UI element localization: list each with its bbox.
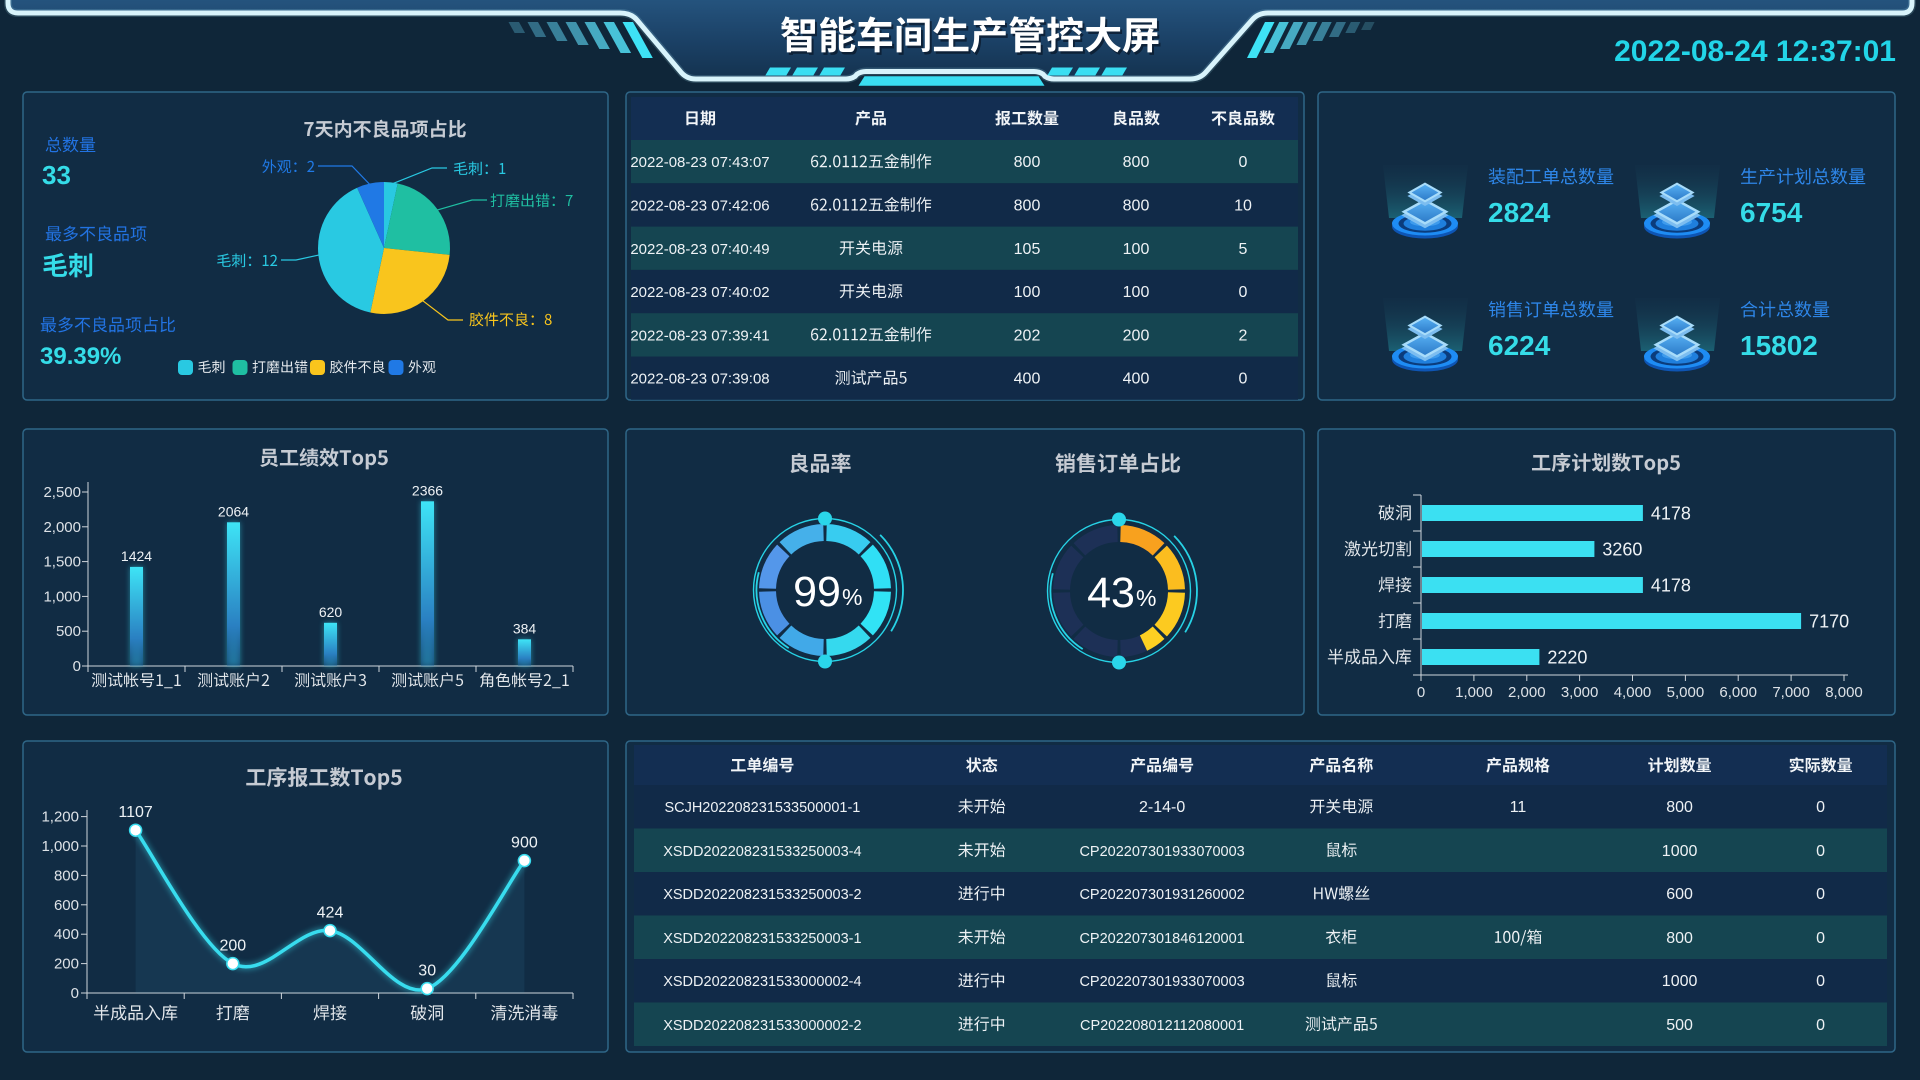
svg-text:XSDD202208231533250003-1: XSDD202208231533250003-1 — [663, 931, 861, 947]
svg-text:900: 900 — [511, 835, 538, 852]
svg-text:4178: 4178 — [1651, 504, 1691, 524]
svg-text:3260: 3260 — [1602, 540, 1642, 560]
svg-text:2220: 2220 — [1547, 648, 1587, 668]
svg-text:1,500: 1,500 — [43, 554, 81, 571]
svg-text:1424: 1424 — [121, 548, 152, 564]
svg-text:800: 800 — [54, 867, 79, 884]
svg-text:CP202207301846120001: CP202207301846120001 — [1079, 931, 1244, 947]
svg-text:0: 0 — [71, 985, 79, 1002]
svg-text:2022-08-23 07:39:41: 2022-08-23 07:39:41 — [630, 327, 769, 344]
svg-text:1000: 1000 — [1662, 973, 1698, 990]
svg-text:2,000: 2,000 — [43, 519, 81, 536]
svg-text:0: 0 — [1816, 886, 1825, 903]
svg-text:1,000: 1,000 — [1455, 684, 1493, 701]
svg-text:0: 0 — [1816, 973, 1825, 990]
svg-text:0: 0 — [1816, 930, 1825, 947]
svg-text:2: 2 — [1239, 327, 1248, 344]
svg-text:500: 500 — [56, 623, 81, 640]
svg-text:1,000: 1,000 — [41, 838, 79, 855]
svg-text:2022-08-24 12:37:01: 2022-08-24 12:37:01 — [1614, 35, 1896, 68]
svg-text:424: 424 — [317, 905, 344, 922]
svg-text:%: % — [1136, 585, 1156, 611]
svg-text:1,000: 1,000 — [43, 588, 81, 605]
svg-text:6754: 6754 — [1740, 197, 1803, 228]
svg-text:15802: 15802 — [1740, 330, 1818, 361]
svg-text:800: 800 — [1123, 198, 1150, 215]
svg-text:200: 200 — [1123, 327, 1150, 344]
svg-text:800: 800 — [1666, 930, 1693, 947]
svg-text:0: 0 — [1239, 284, 1248, 301]
svg-text:39.39%: 39.39% — [40, 343, 121, 370]
svg-text:8,000: 8,000 — [1825, 684, 1863, 701]
svg-text:800: 800 — [1014, 154, 1041, 171]
svg-text:100: 100 — [1014, 284, 1041, 301]
svg-text:2022-08-23 07:43:07: 2022-08-23 07:43:07 — [630, 154, 769, 171]
svg-text:5: 5 — [1239, 241, 1248, 258]
svg-text:6,000: 6,000 — [1719, 684, 1757, 701]
svg-text:3,000: 3,000 — [1561, 684, 1599, 701]
svg-text:600: 600 — [54, 897, 79, 914]
svg-text:1107: 1107 — [118, 804, 153, 821]
svg-text:0: 0 — [1816, 1017, 1825, 1034]
svg-text:800: 800 — [1666, 799, 1693, 816]
svg-text:XSDD202208231533250003-4: XSDD202208231533250003-4 — [663, 844, 861, 860]
svg-text:200: 200 — [54, 956, 79, 973]
svg-text:4,000: 4,000 — [1614, 684, 1652, 701]
svg-text:400: 400 — [1014, 371, 1041, 388]
svg-text:5,000: 5,000 — [1667, 684, 1705, 701]
svg-text:6224: 6224 — [1488, 330, 1551, 361]
svg-text:0: 0 — [1816, 799, 1825, 816]
svg-text:2824: 2824 — [1488, 197, 1551, 228]
svg-text:2,500: 2,500 — [43, 484, 81, 501]
svg-text:2022-08-23 07:40:49: 2022-08-23 07:40:49 — [630, 241, 769, 258]
svg-text:2366: 2366 — [412, 482, 443, 498]
svg-text:10: 10 — [1234, 198, 1252, 215]
svg-text:0: 0 — [1239, 154, 1248, 171]
svg-text:400: 400 — [54, 926, 79, 943]
svg-text:384: 384 — [513, 620, 537, 636]
svg-text:SCJH202208231533500001-1: SCJH202208231533500001-1 — [664, 800, 860, 816]
svg-text:CP202207301933070003: CP202207301933070003 — [1079, 844, 1244, 860]
svg-text:XSDD202208231533250003-2: XSDD202208231533250003-2 — [663, 887, 861, 903]
svg-text:800: 800 — [1123, 154, 1150, 171]
svg-text:CP202207301931260002: CP202207301931260002 — [1079, 887, 1244, 903]
svg-text:%: % — [842, 584, 862, 610]
svg-text:0: 0 — [1417, 684, 1425, 701]
svg-text:XSDD202208231533000002-2: XSDD202208231533000002-2 — [663, 1018, 861, 1034]
svg-text:202: 202 — [1014, 327, 1041, 344]
svg-text:7,000: 7,000 — [1772, 684, 1810, 701]
svg-text:2022-08-23 07:39:08: 2022-08-23 07:39:08 — [630, 371, 769, 388]
svg-text:0: 0 — [1239, 371, 1248, 388]
svg-text:800: 800 — [1014, 198, 1041, 215]
svg-text:33: 33 — [42, 160, 71, 190]
svg-text:2,000: 2,000 — [1508, 684, 1546, 701]
svg-text:620: 620 — [319, 604, 343, 620]
svg-text:0: 0 — [1816, 843, 1825, 860]
svg-text:30: 30 — [418, 963, 436, 980]
svg-text:11: 11 — [1510, 799, 1527, 816]
svg-text:99: 99 — [793, 568, 841, 616]
svg-text:CP202208012112080001: CP202208012112080001 — [1080, 1018, 1244, 1034]
svg-text:XSDD202208231533000002-4: XSDD202208231533000002-4 — [663, 974, 861, 990]
svg-text:43: 43 — [1087, 569, 1135, 617]
svg-text:400: 400 — [1123, 371, 1150, 388]
svg-text:0: 0 — [73, 658, 81, 675]
svg-text:100: 100 — [1123, 284, 1150, 301]
svg-text:2022-08-23 07:42:06: 2022-08-23 07:42:06 — [630, 198, 769, 215]
svg-text:500: 500 — [1666, 1017, 1693, 1034]
svg-text:1,200: 1,200 — [41, 809, 79, 826]
svg-text:4178: 4178 — [1651, 576, 1691, 596]
svg-text:7170: 7170 — [1809, 612, 1849, 632]
svg-text:100: 100 — [1123, 241, 1150, 258]
svg-text:600: 600 — [1666, 886, 1693, 903]
svg-text:CP202207301933070003: CP202207301933070003 — [1079, 974, 1244, 990]
svg-text:200: 200 — [219, 938, 246, 955]
svg-text:2-14-0: 2-14-0 — [1139, 799, 1185, 816]
svg-text:2064: 2064 — [218, 503, 249, 519]
svg-text:105: 105 — [1014, 241, 1041, 258]
svg-text:1000: 1000 — [1662, 843, 1698, 860]
svg-text:2022-08-23 07:40:02: 2022-08-23 07:40:02 — [630, 284, 769, 301]
